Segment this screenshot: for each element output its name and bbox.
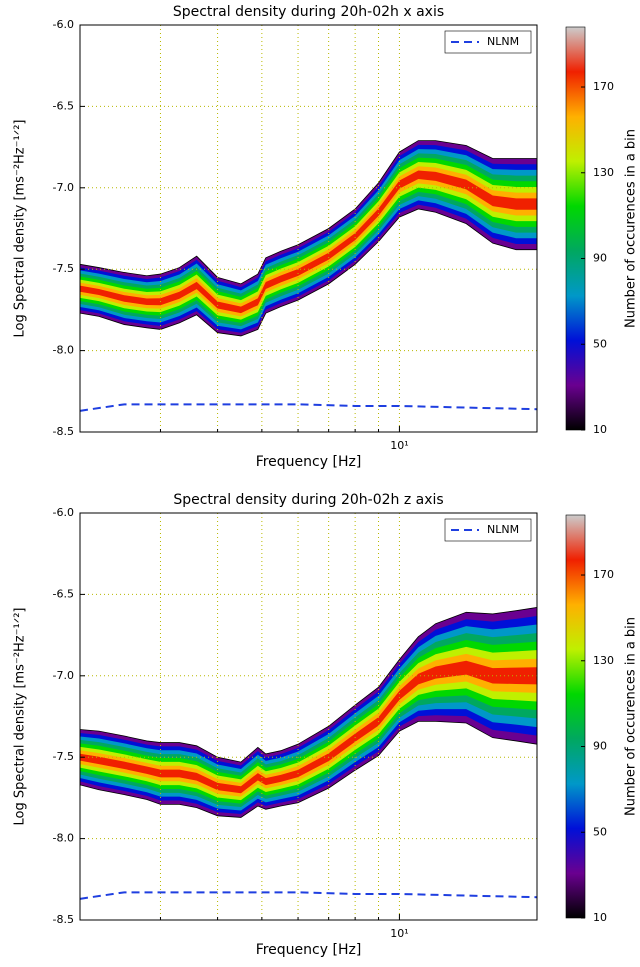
colorbar-tick-label: 50	[593, 825, 607, 838]
colorbar-tick-label: 90	[593, 740, 607, 753]
colorbar-tick-label: 10	[593, 423, 607, 436]
legend-label: NLNM	[487, 35, 519, 48]
y-tick-label: -7.5	[53, 750, 74, 763]
y-axis-label: Log Spectral density [ms⁻²Hz⁻¹ᐟ²]	[13, 120, 28, 338]
y-tick-label: -6.0	[53, 18, 74, 31]
colorbar-tick-label: 170	[593, 80, 614, 93]
y-tick-label: -8.5	[53, 425, 74, 438]
y-tick-label: -6.0	[53, 506, 74, 519]
plot-frame	[79, 512, 538, 921]
colorbar	[565, 26, 586, 431]
y-axis-label: Log Spectral density [ms⁻²Hz⁻¹ᐟ²]	[13, 608, 28, 826]
y-tick-label: -7.0	[53, 181, 74, 194]
colorbar-tick-label: 130	[593, 166, 614, 179]
x-tick-label: 10¹	[390, 439, 408, 452]
legend-label: NLNM	[487, 523, 519, 536]
colorbar-tick-label: 130	[593, 654, 614, 667]
legend-box	[444, 30, 532, 54]
y-tick-label: -8.5	[53, 913, 74, 926]
chart-title: Spectral density during 20h-02h z axis	[173, 492, 443, 508]
density-band	[80, 170, 537, 314]
legend-box	[444, 518, 532, 542]
y-tick-label: -7.5	[53, 262, 74, 275]
y-tick-label: -8.0	[53, 344, 74, 357]
y-tick-label: -6.5	[53, 587, 74, 600]
colorbar-tick-label: 90	[593, 252, 607, 265]
colorbar	[565, 514, 586, 919]
plot-frame	[79, 24, 538, 433]
colorbar-tick-label: 10	[593, 911, 607, 924]
chart-title: Spectral density during 20h-02h x axis	[173, 4, 444, 20]
x-tick-label: 10¹	[390, 927, 408, 940]
plot: -8.5 -8.0 -7.5 -7.0 -6.5 -6.0 10¹ Spectral dens…	[13, 4, 639, 470]
colorbar-label: Number of occurences in a bin	[624, 129, 639, 328]
x-axis-label: Frequency [Hz]	[256, 454, 362, 470]
colorbar-label: Number of occurences in a bin	[624, 617, 639, 816]
nlnm-line	[79, 891, 538, 900]
density	[80, 140, 537, 337]
y-tick-label: -8.0	[53, 832, 74, 845]
y-tick-label: -7.0	[53, 669, 74, 682]
density-band	[80, 660, 537, 794]
x-axis-label: Frequency [Hz]	[256, 942, 362, 958]
density	[80, 607, 537, 818]
nlnm-line	[79, 403, 538, 412]
y-tick-label: -6.5	[53, 99, 74, 112]
plot: -8.5 -8.0 -7.5 -7.0 -6.5 -6.0 10¹ Spectral dens…	[13, 492, 639, 958]
colorbar-tick-label: 50	[593, 337, 607, 350]
colorbar-tick-label: 170	[593, 568, 614, 581]
